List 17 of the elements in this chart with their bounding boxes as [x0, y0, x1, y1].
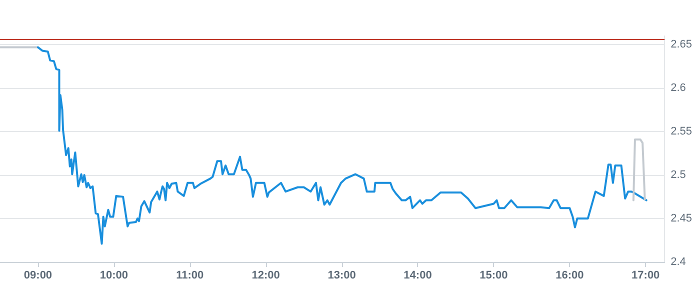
x-tick-label: 14:00	[404, 270, 432, 282]
y-tick-label: 2.65	[670, 38, 692, 51]
y-tick-label: 2.4	[670, 256, 686, 268]
x-tick-label: 16:00	[556, 270, 584, 282]
y-tick-label: 2.5	[670, 169, 686, 182]
x-tick-label: 12:00	[252, 270, 280, 282]
y-tick-label: 2.45	[670, 212, 692, 225]
x-tick-label: 17:00	[632, 270, 660, 282]
line-series	[36, 46, 648, 245]
y-tick-label: 2.6	[670, 82, 686, 94]
line-series	[632, 138, 646, 202]
x-tick-label: 10:00	[100, 270, 128, 282]
x-tick-label: 09:00	[24, 270, 52, 282]
x-tick-label: 13:00	[328, 270, 356, 282]
x-tick-label: 15:00	[480, 270, 508, 282]
y-tick-label: 2.55	[670, 126, 692, 138]
x-tick-label: 11:00	[176, 270, 204, 282]
